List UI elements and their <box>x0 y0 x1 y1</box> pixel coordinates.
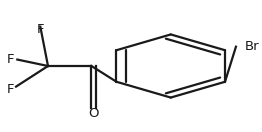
Text: Br: Br <box>245 40 260 53</box>
Text: F: F <box>37 23 44 36</box>
Text: O: O <box>89 107 99 120</box>
Text: F: F <box>7 83 15 96</box>
Text: F: F <box>7 53 15 66</box>
